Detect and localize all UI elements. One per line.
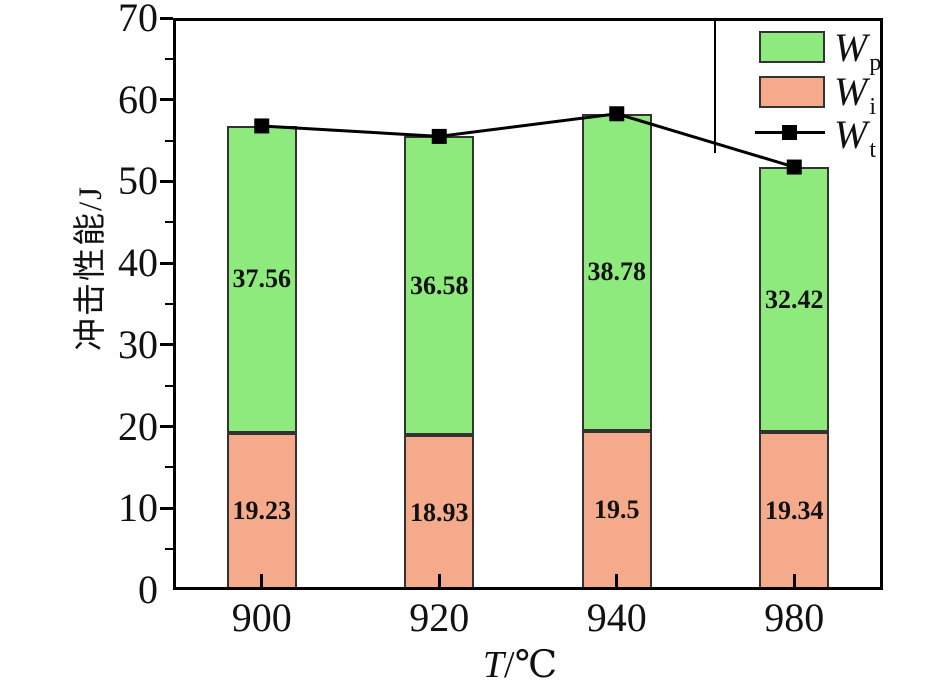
y-axis-minor-tick	[165, 57, 173, 60]
y-axis-major-tick	[160, 16, 173, 20]
x-axis-tick-940	[615, 574, 619, 587]
total-marker-980	[786, 159, 802, 175]
y-axis-minor-tick	[165, 221, 173, 224]
x-axis-tick-900	[260, 574, 264, 587]
y-axis-major-tick	[160, 98, 173, 102]
y-axis-minor-tick	[165, 384, 173, 387]
value-label-wp-900: 37.56	[232, 264, 292, 294]
bar-wp-980	[759, 167, 830, 432]
x-axis-tick-label: 920	[409, 595, 470, 640]
legend: Wp Wi Wt	[714, 18, 883, 162]
total-marker-920	[431, 128, 447, 144]
bar-wp-920	[404, 136, 475, 436]
total-line	[261, 112, 795, 169]
legend-swatch-wp	[759, 31, 825, 63]
y-axis-tick-label: 20	[118, 403, 158, 449]
value-label-wp-940: 38.78	[587, 257, 647, 287]
legend-label-wp: Wp	[834, 25, 881, 75]
bar-wp-900	[226, 125, 297, 433]
y-axis-tick-label: 40	[118, 240, 158, 286]
legend-swatch-wi	[759, 76, 825, 108]
total-line-layer	[254, 106, 802, 175]
legend-label-wp-subscript: p	[869, 50, 882, 76]
y-axis-tick-label: 10	[118, 485, 158, 531]
x-axis-tick-label: 940	[586, 595, 647, 640]
y-axis-tick-label: 60	[118, 76, 158, 122]
total-marker-900	[254, 118, 270, 134]
legend-label-wt: Wt	[834, 112, 876, 162]
y-axis-minor-tick	[165, 548, 173, 551]
x-axis-title-symbol: T	[482, 644, 505, 686]
y-axis-minor-tick	[165, 466, 173, 469]
bar-wi-900	[226, 432, 297, 590]
legend-label-wi-symbol: W	[834, 69, 868, 114]
legend-line-marker	[782, 125, 797, 140]
x-axis-tick-label: 900	[231, 595, 292, 640]
x-axis-tick-920	[437, 574, 441, 587]
value-label-wp-920: 36.58	[410, 270, 469, 300]
y-axis-tick-label: 30	[118, 321, 158, 367]
value-label-wp-980: 32.42	[765, 284, 824, 314]
x-axis-title-unit: /℃	[504, 644, 558, 686]
plot-area: Wp Wi Wt 37.56 19.23 36.58 18.93 38.78 19.5 32…	[160, 16, 883, 590]
y-axis-major-tick	[160, 343, 173, 347]
x-axis-tick-980	[792, 574, 796, 587]
value-label-wi-940: 19.5	[594, 495, 640, 525]
y-axis-tick-label: 0	[138, 567, 158, 612]
y-axis-minor-tick	[165, 303, 173, 305]
legend-label-wt-symbol: W	[834, 112, 868, 157]
y-axis-major-tick	[160, 179, 173, 183]
y-axis-tick-label: 50	[118, 158, 158, 204]
value-label-wi-920: 18.93	[410, 497, 469, 527]
x-axis-title: T/℃	[165, 645, 875, 685]
x-axis-tick-label: 980	[764, 595, 825, 640]
legend-label-wi: Wi	[834, 69, 876, 119]
y-axis-major-tick	[160, 506, 173, 510]
total-marker-940	[609, 106, 625, 122]
value-label-wi-980: 19.34	[765, 495, 824, 525]
y-axis-major-tick	[160, 261, 173, 265]
legend-label-wt-subscript: t	[869, 137, 876, 163]
y-axis-minor-tick	[165, 139, 173, 142]
y-axis-major-tick	[160, 425, 173, 429]
legend-label-wp-symbol: W	[834, 25, 868, 70]
legend-label-wi-subscript: i	[869, 94, 876, 120]
y-axis-tick-label: 70	[118, 0, 158, 40]
bar-wp-940	[581, 113, 652, 431]
value-label-wi-900: 19.23	[232, 496, 292, 526]
